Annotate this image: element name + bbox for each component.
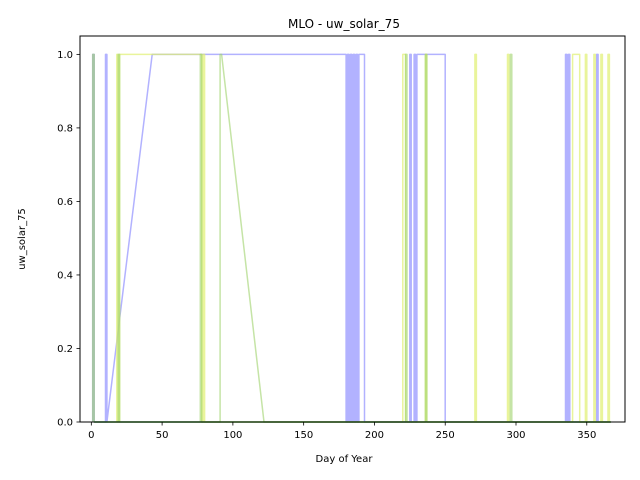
y-tick-label: 1.0 xyxy=(57,50,73,61)
x-tick-label: 50 xyxy=(156,430,169,441)
chart-title: MLO - uw_solar_75 xyxy=(288,17,400,31)
y-tick-label: 0.6 xyxy=(57,197,73,208)
x-tick-label: 100 xyxy=(223,430,242,441)
y-tick-label: 0.2 xyxy=(57,344,73,355)
x-tick-label: 350 xyxy=(577,430,596,441)
y-tick-label: 0.8 xyxy=(57,123,73,134)
x-tick-label: 150 xyxy=(294,430,313,441)
y-tick-label: 0.0 xyxy=(57,418,73,429)
x-axis-ticks: 0 50 100 150 200 250 300 350 xyxy=(88,422,596,441)
y-axis-label: uw_solar_75 xyxy=(17,208,28,270)
x-tick-label: 250 xyxy=(436,430,455,441)
x-tick-label: 0 xyxy=(88,430,94,441)
x-axis-label: Day of Year xyxy=(316,454,374,465)
y-tick-label: 0.4 xyxy=(57,270,73,281)
x-tick-label: 200 xyxy=(365,430,384,441)
series-line-1 xyxy=(91,53,611,423)
axes-frame xyxy=(79,35,626,423)
x-tick-label: 300 xyxy=(506,430,525,441)
y-axis-ticks: 0.0 0.2 0.4 0.6 0.8 1.0 xyxy=(57,50,80,429)
